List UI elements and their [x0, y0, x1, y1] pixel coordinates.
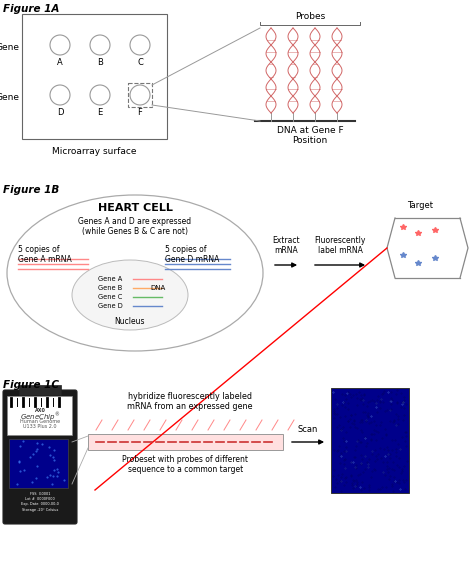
Circle shape	[50, 85, 70, 105]
Text: DNA: DNA	[150, 285, 165, 291]
Circle shape	[130, 85, 150, 105]
Text: FSS  G0001
Lot #  0000F000
Exp. Date  0000-00-0
Storage -20° Celsius: FSS G0001 Lot # 0000F000 Exp. Date 0000-…	[21, 492, 59, 511]
Text: Gene: Gene	[0, 94, 20, 103]
Circle shape	[130, 35, 150, 55]
Text: Figure 1A: Figure 1A	[3, 4, 59, 14]
Text: DNA at Gene F
Position: DNA at Gene F Position	[277, 126, 343, 145]
FancyBboxPatch shape	[3, 390, 77, 524]
Text: Nucleus: Nucleus	[115, 317, 145, 326]
Circle shape	[90, 35, 110, 55]
Text: 5 copies of
Gene A mRNA: 5 copies of Gene A mRNA	[18, 245, 72, 264]
Text: Human Genome
U133 Plus 2.0: Human Genome U133 Plus 2.0	[20, 418, 60, 429]
Circle shape	[90, 85, 110, 105]
Text: Figure 1C: Figure 1C	[3, 380, 59, 390]
Text: HEART CELL: HEART CELL	[98, 203, 173, 213]
Text: Gene D: Gene D	[98, 303, 123, 309]
Circle shape	[50, 35, 70, 55]
Text: Probeset with probes of different
sequence to a common target: Probeset with probes of different sequen…	[122, 455, 248, 475]
Text: Figure 1B: Figure 1B	[3, 185, 59, 195]
FancyBboxPatch shape	[331, 388, 409, 493]
Text: B: B	[97, 58, 103, 67]
Text: C: C	[137, 58, 143, 67]
Bar	[128, 83, 152, 107]
Text: Genes A and D are expressed
(while Genes B & C are not): Genes A and D are expressed (while Genes…	[78, 217, 191, 236]
Text: Gene C: Gene C	[98, 294, 122, 300]
Text: Fluorescently
label mRNA: Fluorescently label mRNA	[314, 236, 365, 255]
FancyBboxPatch shape	[19, 385, 61, 395]
Text: D: D	[57, 108, 63, 117]
Text: Microarray surface: Microarray surface	[52, 147, 137, 156]
Ellipse shape	[72, 260, 188, 330]
Ellipse shape	[7, 195, 263, 351]
Text: Gene A: Gene A	[98, 276, 122, 282]
Text: Scan: Scan	[298, 425, 318, 434]
Text: Extract
mRNA: Extract mRNA	[272, 236, 300, 255]
Text: AX0: AX0	[35, 408, 46, 413]
Text: hybridize fluorescently labeled
mRNA from an expressed gene: hybridize fluorescently labeled mRNA fro…	[127, 392, 253, 412]
Text: GeneChip$^\circledR$: GeneChip$^\circledR$	[20, 411, 60, 424]
Text: Gene B: Gene B	[98, 285, 122, 291]
FancyBboxPatch shape	[8, 396, 73, 434]
Text: Target: Target	[407, 201, 433, 210]
FancyBboxPatch shape	[22, 14, 167, 139]
Text: F: F	[137, 108, 143, 117]
Text: Gene: Gene	[0, 44, 20, 53]
Text: E: E	[97, 108, 103, 117]
FancyBboxPatch shape	[88, 434, 283, 450]
FancyBboxPatch shape	[9, 438, 69, 488]
Text: A: A	[57, 58, 63, 67]
Text: 5 copies of
Gene D mRNA: 5 copies of Gene D mRNA	[165, 245, 219, 264]
Text: Probes: Probes	[295, 12, 325, 21]
